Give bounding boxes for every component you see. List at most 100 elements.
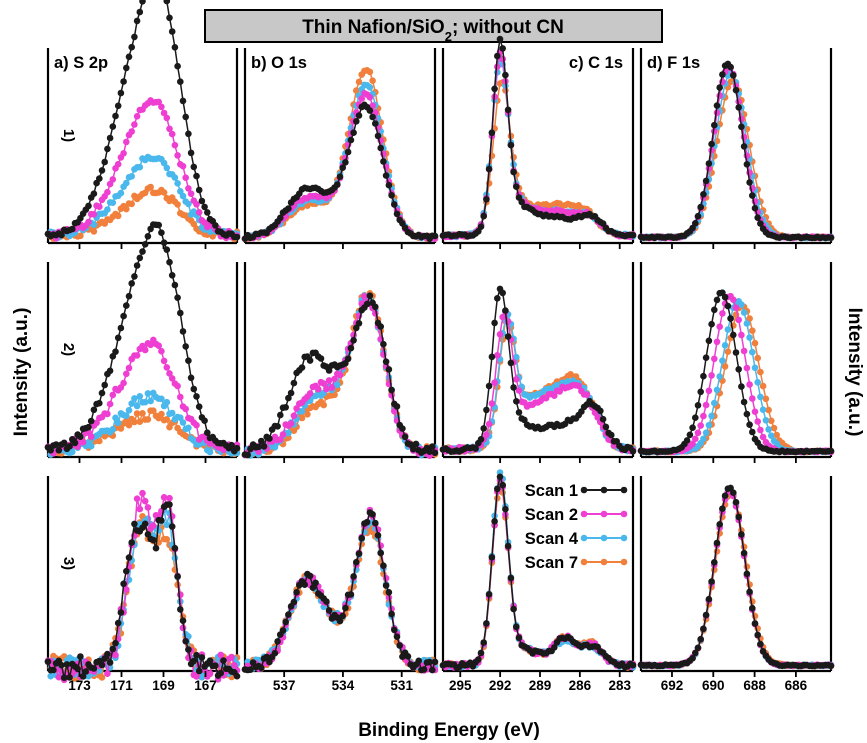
data-point xyxy=(738,383,745,390)
panel-3-row1: c) C 1s xyxy=(439,35,637,249)
legend-label: Scan 7 xyxy=(525,554,578,572)
data-point xyxy=(740,309,748,316)
legend-marker xyxy=(620,558,628,566)
data-point xyxy=(179,97,187,105)
data-point xyxy=(166,501,173,508)
svg-text:Thin Nafion/SiO2; without CN: Thin Nafion/SiO2; without CN xyxy=(302,17,564,44)
data-point xyxy=(751,204,759,212)
data-point xyxy=(109,645,117,653)
data-point xyxy=(385,366,393,373)
data-point xyxy=(366,68,374,76)
data-point xyxy=(204,429,211,437)
legend-label: Scan 1 xyxy=(525,482,578,500)
data-point xyxy=(136,393,144,400)
data-point xyxy=(133,402,141,410)
data-point xyxy=(339,612,347,620)
data-point xyxy=(711,355,718,363)
data-point xyxy=(136,254,144,262)
data-point xyxy=(754,354,761,362)
data-point xyxy=(483,620,490,627)
data-point xyxy=(355,112,363,119)
data-point xyxy=(125,53,133,61)
data-point xyxy=(120,312,127,320)
data-point xyxy=(380,158,387,165)
data-point xyxy=(513,623,520,631)
data-point xyxy=(112,414,119,422)
data-point xyxy=(177,414,184,422)
data-point xyxy=(171,544,179,552)
data-point xyxy=(179,192,187,200)
data-point xyxy=(711,399,718,407)
data-point xyxy=(163,536,171,543)
data-point xyxy=(106,134,114,142)
data-point xyxy=(743,410,751,418)
data-point xyxy=(499,481,507,489)
data-point xyxy=(377,323,385,330)
series-scan-7 xyxy=(241,67,439,243)
data-point xyxy=(757,640,764,648)
data-point xyxy=(358,534,366,542)
data-point xyxy=(193,172,200,180)
data-point xyxy=(55,673,63,681)
data-point xyxy=(499,289,507,297)
data-point xyxy=(96,175,103,182)
data-point xyxy=(697,203,704,211)
data-point xyxy=(431,449,439,457)
data-point xyxy=(429,443,436,450)
data-point xyxy=(323,598,330,605)
data-point xyxy=(133,262,141,269)
row-label: 3) xyxy=(60,557,77,570)
data-point xyxy=(551,392,558,400)
legend-item-scan-4: Scan 4 xyxy=(525,530,628,548)
data-point xyxy=(328,384,336,391)
data-point xyxy=(131,33,138,41)
data-point xyxy=(410,445,417,453)
series-line xyxy=(640,71,832,239)
x-tick-label: 173 xyxy=(68,678,91,693)
data-point xyxy=(171,281,179,289)
data-point xyxy=(700,191,707,198)
data-point xyxy=(827,662,835,670)
data-point xyxy=(708,320,715,328)
data-point xyxy=(79,673,87,680)
data-point xyxy=(323,385,330,393)
data-point xyxy=(759,382,767,390)
data-point xyxy=(334,381,341,389)
data-point xyxy=(369,102,376,109)
x-tick-label: 169 xyxy=(152,678,175,693)
data-point xyxy=(163,246,171,253)
data-point xyxy=(705,160,713,167)
data-point xyxy=(85,202,92,210)
data-point xyxy=(93,419,100,427)
legend-label: Scan 4 xyxy=(525,530,579,548)
data-point xyxy=(355,550,363,557)
row-label: 2) xyxy=(60,343,77,356)
data-point xyxy=(231,661,238,669)
data-point xyxy=(344,148,352,156)
data-point xyxy=(206,448,214,456)
series-scan-1 xyxy=(241,509,439,674)
data-point xyxy=(751,364,759,372)
data-point xyxy=(117,609,125,616)
legend-marker xyxy=(580,486,588,494)
data-point xyxy=(47,447,54,454)
data-point xyxy=(757,426,764,434)
data-point xyxy=(206,657,214,664)
data-point xyxy=(711,121,718,129)
data-point xyxy=(377,144,385,152)
x-tick-label: 289 xyxy=(529,678,552,693)
data-point xyxy=(374,132,382,140)
data-point xyxy=(71,439,79,447)
data-point xyxy=(160,357,168,365)
data-point xyxy=(393,403,401,410)
data-point xyxy=(182,638,189,645)
data-point xyxy=(104,145,111,153)
data-point xyxy=(79,439,87,446)
data-point xyxy=(331,375,338,383)
data-point xyxy=(602,423,610,431)
data-point xyxy=(404,653,412,660)
data-point xyxy=(171,44,179,51)
data-point xyxy=(708,578,715,585)
legend-label: Scan 2 xyxy=(525,506,578,524)
data-point xyxy=(485,420,493,428)
